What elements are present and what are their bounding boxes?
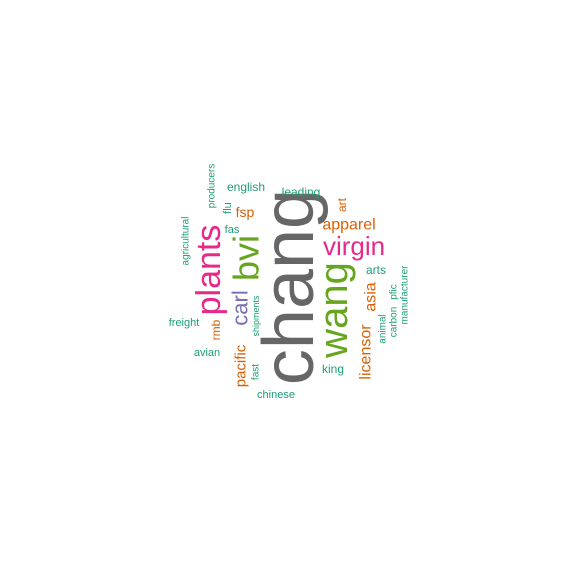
word-leading: leading: [282, 185, 321, 199]
word-plants: plants: [190, 225, 228, 316]
word-chang: chang: [249, 189, 329, 385]
word-shipments: shipments: [251, 295, 261, 337]
word-pacific: pacific: [233, 344, 250, 387]
word-agricultural: agricultural: [181, 217, 192, 266]
word-arts: arts: [366, 263, 386, 277]
word-freight: freight: [169, 317, 200, 329]
word-animal: animal: [378, 314, 389, 343]
word-flu: flu: [222, 202, 234, 214]
word-fas: fas: [225, 224, 240, 236]
word-carl: carl: [228, 290, 253, 325]
word-art: art: [335, 197, 349, 212]
word-wang: wang: [312, 262, 356, 359]
word-manufacturer: manufacturer: [400, 265, 411, 325]
word-asia: asia: [363, 282, 380, 311]
word-pfic: pfic: [389, 284, 400, 300]
word-fsp: fsp: [236, 204, 255, 220]
word-bvi: bvi: [226, 235, 267, 281]
word-king: king: [322, 362, 344, 376]
word-rmb: rmb: [209, 319, 223, 340]
word-apparel: apparel: [322, 217, 375, 234]
word-licensor: licensor: [358, 324, 375, 380]
word-fast: fast: [251, 364, 262, 380]
word-avian: avian: [194, 347, 220, 359]
word-english: english: [227, 180, 265, 194]
word-virgin: virgin: [323, 231, 385, 261]
word-producers: producers: [207, 164, 218, 208]
word-chinese: chinese: [257, 389, 295, 401]
word-carbon: carbon: [389, 307, 400, 338]
